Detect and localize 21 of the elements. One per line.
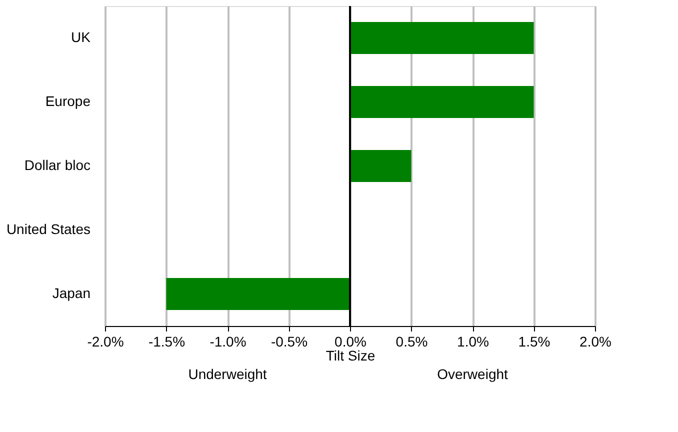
x-axis-title: Tilt Size [326, 348, 376, 364]
x-tick-label: 0.5% [396, 334, 428, 350]
y-tick-label: Europe [45, 93, 91, 109]
x-tick-label: -0.5% [270, 334, 308, 350]
x-tick-label: -2.0% [87, 334, 124, 350]
text: Underweight [188, 366, 267, 382]
x-tick-label: 2.0% [580, 334, 612, 350]
bar [166, 278, 350, 310]
bar [350, 22, 534, 54]
bar [350, 86, 534, 118]
y-tick-label: Japan [52, 285, 90, 301]
x-tick-label: 1.5% [518, 334, 550, 350]
x-tick-label: 1.0% [457, 334, 489, 350]
x-tick-label: -1.0% [210, 334, 246, 350]
y-tick-label: UK [71, 29, 92, 45]
x-tick-label: -1.5% [148, 334, 186, 350]
text: Overweight [437, 366, 508, 382]
y-tick-label: Dollar bloc [24, 157, 90, 173]
x-tick-label: 0.0% [334, 334, 366, 350]
bar [350, 150, 412, 182]
y-tick-label: United States [6, 221, 90, 237]
